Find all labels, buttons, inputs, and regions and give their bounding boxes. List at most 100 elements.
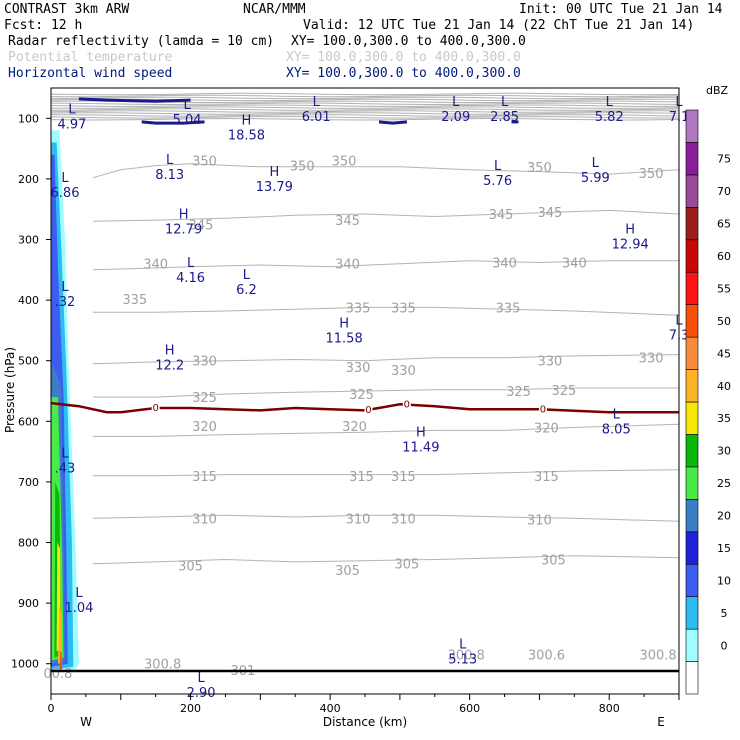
- isentrope-label: 325: [192, 391, 217, 406]
- isentrope-label: 345: [189, 218, 214, 233]
- wind-extremum-type: L: [243, 268, 251, 283]
- wind-extremum-value: 13.79: [256, 180, 293, 195]
- isentrope-305: [92, 555, 680, 565]
- wind-extremum-type: H: [269, 165, 279, 180]
- wind-extremum-type: L: [459, 638, 467, 653]
- isentrope-label: 335: [391, 301, 416, 316]
- isentrope-label: 340: [492, 257, 517, 272]
- wind-extremum-type: L: [183, 98, 191, 113]
- isentrope-325: [92, 387, 679, 398]
- colorbar-swatch: [685, 401, 699, 435]
- field-2-xy: XY= 100.0,300.0 to 400.0,300.0: [286, 50, 521, 65]
- x-tick-label: 600: [459, 702, 480, 715]
- wind-extremum-type: L: [501, 95, 509, 110]
- isentrope-label: 345: [489, 208, 514, 223]
- potential-temperature-layer: 350 350 350 350 350 345 345 345 345 340 340 340 340 3…: [44, 155, 680, 682]
- colorbar-label: 35: [717, 412, 731, 425]
- y-tick-label: 900: [18, 597, 39, 610]
- colorbar-swatch: [685, 369, 699, 403]
- isentrope-335: [92, 306, 680, 316]
- isentrope-label: 335: [346, 301, 371, 316]
- colorbar-label: 45: [717, 347, 731, 360]
- wind-extremum-value: 5.82: [595, 110, 624, 125]
- isentrope-350: [92, 163, 680, 179]
- wind-extremum-type: H: [179, 207, 189, 222]
- wind-extremum-value: 4.97: [58, 117, 87, 132]
- wind-extremum-type: L: [613, 407, 621, 422]
- wind-extremum-value: 8.13: [155, 168, 184, 183]
- wind-extremum-type: L: [592, 156, 600, 171]
- colorbar-label: 0: [721, 639, 728, 652]
- upper-isoline: [50, 94, 680, 98]
- wind-extremum-type: L: [61, 447, 69, 462]
- forecast-hour: Fcst: 12 h: [4, 18, 82, 33]
- isentrope-label: 310: [391, 512, 416, 527]
- wind-extremum-type: L: [197, 671, 205, 686]
- upper-level-wind-isolines: [50, 92, 680, 125]
- field-3-xy: XY= 100.0,300.0 to 400.0,300.0: [286, 66, 521, 81]
- wind-contour-segment: [141, 120, 205, 125]
- isentrope-label: 350: [332, 155, 357, 170]
- zero-contour-label: 0: [404, 400, 410, 411]
- wind-extremum-type: L: [166, 153, 174, 168]
- isentrope-label: 300.8: [144, 658, 181, 673]
- wind-extremum-value: 1.04: [64, 601, 93, 616]
- colorbar-swatch: [685, 304, 699, 338]
- wind-contour-segment: [378, 120, 408, 125]
- isentrope-label: 320: [342, 420, 367, 435]
- wind-extremum-value: 5.99: [581, 171, 610, 186]
- y-tick-label: 500: [18, 355, 39, 368]
- wind-extremum-value: 5.76: [483, 174, 512, 189]
- y-axis-title: Pressure (hPa): [3, 347, 17, 433]
- isentrope-label: 325: [506, 385, 531, 400]
- upper-isoline: [50, 114, 680, 117]
- isentrope-label: 315: [192, 470, 217, 485]
- wind-extremum-value: 6.01: [302, 110, 331, 125]
- valid-time: Valid: 12 UTC Tue 21 Jan 14 (22 ChT Tue …: [303, 18, 694, 33]
- isentrope-345: [92, 209, 680, 222]
- isentrope-label: 335: [122, 293, 147, 308]
- isentrope-label: 330: [391, 364, 416, 379]
- wind-extremum-type: L: [75, 586, 83, 601]
- upper-isoline: [50, 96, 680, 100]
- wind-extremum-value: 5.13: [448, 653, 477, 668]
- isentrope-label: 330: [192, 355, 217, 370]
- x-tick-label: 800: [599, 702, 620, 715]
- zero-contour-label: 0: [540, 404, 546, 415]
- colorbar-swatch: [685, 628, 699, 662]
- field-2-name: Potential temperature: [8, 50, 173, 65]
- field-1-name: Radar reflectivity (lamda = 10 cm): [8, 34, 274, 49]
- isentrope-label: 315: [391, 470, 416, 485]
- upper-isoline: [50, 116, 679, 119]
- isentrope-label: 310: [192, 512, 217, 527]
- upper-isoline: [50, 98, 680, 102]
- isentrope-label: 320: [534, 421, 559, 436]
- wind-extremum-value: 12.94: [612, 237, 649, 252]
- wind-extremum-type: L: [606, 95, 614, 110]
- isentrope-310: [92, 514, 680, 522]
- colorbar-swatch: [685, 174, 699, 208]
- field-1-xy: XY= 100.0,300.0 to 400.0,300.0: [291, 34, 526, 49]
- colorbar-unit: dBZ: [706, 84, 729, 97]
- colorbar-swatch: [685, 563, 699, 597]
- colorbar-label: 70: [717, 185, 731, 198]
- wind-extremum-type: L: [313, 95, 321, 110]
- wind-extremum-value: 12.79: [165, 222, 202, 237]
- colorbar-swatch: [685, 434, 699, 468]
- reflectivity-region-55dbz: [59, 651, 63, 670]
- isentrope-label: 345: [335, 214, 360, 229]
- wind-extremum-type: H: [625, 222, 635, 237]
- colorbar-swatch: [685, 466, 699, 500]
- x-tick-label: 200: [180, 702, 201, 715]
- isentrope-330: [92, 354, 680, 365]
- isentrope-label: 350: [290, 160, 315, 175]
- isentrope-label: 345: [537, 206, 562, 221]
- wind-extremum-type: H: [165, 344, 175, 359]
- colorbar-swatch: [685, 271, 699, 305]
- y-tick-label: 400: [18, 294, 39, 307]
- isentrope-label: 00.8: [44, 667, 73, 682]
- x-end-east: E: [657, 715, 665, 729]
- zero-contour-layer: 0 0 0 0: [50, 399, 679, 416]
- isentrope-label: 310: [527, 513, 552, 528]
